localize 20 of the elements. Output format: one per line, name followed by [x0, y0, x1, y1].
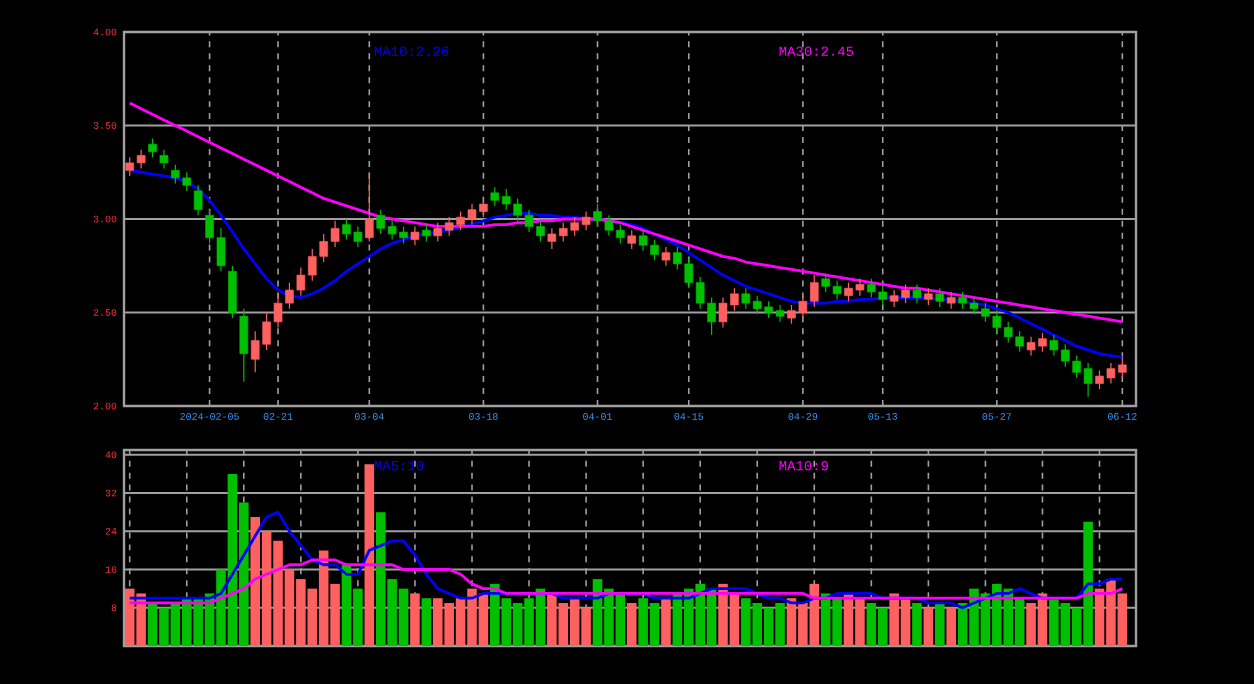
bar [661, 598, 671, 646]
candlestick [148, 137, 157, 158]
candlestick [935, 287, 945, 308]
candlestick [159, 149, 169, 170]
bar [912, 602, 922, 646]
bar [626, 602, 637, 646]
candlestick [228, 265, 237, 319]
candlestick [193, 184, 203, 216]
candlestick [627, 229, 637, 250]
candlestick [239, 308, 249, 383]
candlestick [410, 225, 420, 246]
bar [410, 593, 420, 646]
candlestick [661, 246, 671, 267]
candlestick [365, 171, 374, 243]
bar [421, 598, 432, 646]
candlestick [912, 283, 922, 304]
bar [364, 464, 375, 646]
bar [934, 602, 945, 646]
bar [923, 607, 934, 646]
bar [946, 607, 956, 646]
